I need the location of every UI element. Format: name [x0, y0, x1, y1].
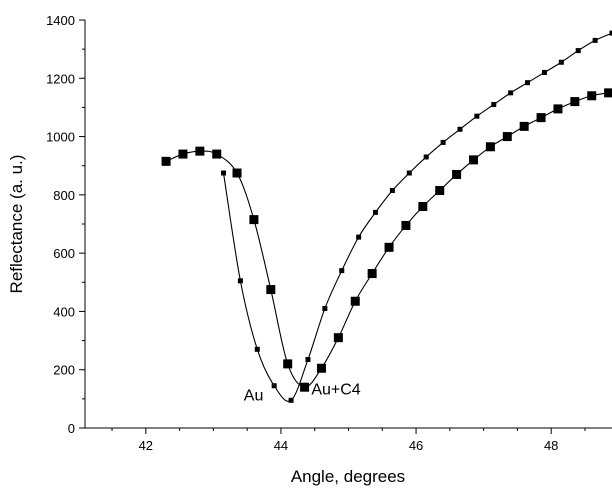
data-point	[558, 59, 564, 65]
data-point	[339, 268, 345, 274]
data-point	[570, 97, 580, 107]
data-point	[178, 149, 188, 159]
data-point	[485, 142, 495, 152]
y-tick-label: 1200	[46, 71, 75, 86]
data-point	[333, 333, 343, 343]
y-tick-label: 600	[53, 246, 75, 261]
data-point	[423, 154, 429, 160]
y-tick-label: 1400	[46, 13, 75, 28]
data-point	[525, 80, 531, 86]
data-point	[283, 359, 293, 369]
data-point	[406, 170, 412, 176]
data-point	[266, 285, 276, 295]
data-point	[508, 90, 514, 96]
data-point	[401, 220, 411, 230]
x-axis-title: Angle, degrees	[291, 467, 405, 486]
data-point	[457, 126, 463, 132]
data-point	[322, 306, 328, 312]
y-tick-label: 400	[53, 304, 75, 319]
data-point	[575, 48, 581, 54]
data-point	[553, 104, 563, 114]
data-point	[271, 383, 277, 389]
data-point	[435, 185, 445, 195]
data-point	[384, 242, 394, 252]
y-axis-title: Reflectance (a. u.)	[7, 155, 26, 294]
data-point	[519, 121, 529, 131]
data-point	[305, 357, 311, 363]
data-point	[195, 146, 205, 156]
annotation-label: Au+C4	[311, 381, 360, 398]
y-tick-label: 1000	[46, 130, 75, 145]
data-point	[161, 156, 171, 166]
data-point	[232, 168, 242, 178]
data-point	[604, 88, 612, 98]
data-point	[367, 269, 377, 279]
data-point	[350, 296, 360, 306]
data-point	[237, 278, 243, 284]
data-point	[587, 91, 597, 101]
y-tick-label: 200	[53, 363, 75, 378]
data-point	[300, 382, 310, 392]
data-point	[249, 215, 259, 225]
x-axis-ticks: 42 44 46 48	[111, 428, 586, 453]
plot-area: 0 200 400 600 800 1000 1200 1400 42 44 46 48 Au Au+…	[46, 13, 612, 453]
data-point	[541, 69, 547, 75]
x-tick-label: 44	[274, 438, 288, 453]
data-point	[212, 149, 222, 159]
data-point	[373, 209, 379, 215]
data-point	[452, 169, 462, 179]
data-point	[474, 113, 480, 119]
series-line	[222, 32, 612, 402]
annotation-layer: Au Au+C4	[244, 381, 361, 404]
data-point	[389, 187, 395, 193]
x-tick-label: 46	[409, 438, 423, 453]
data-point	[221, 170, 227, 176]
data-point	[502, 132, 512, 142]
y-tick-label: 800	[53, 188, 75, 203]
data-point	[536, 113, 546, 123]
data-point	[468, 155, 478, 165]
y-axis-ticks: 0 200 400 600 800 1000 1200 1400	[46, 13, 85, 436]
data-point	[440, 139, 446, 145]
data-point	[491, 102, 497, 108]
y-tick-label: 0	[68, 421, 75, 436]
x-tick-label: 42	[139, 438, 153, 453]
data-point	[418, 202, 428, 212]
data-point	[316, 363, 326, 373]
data-point	[254, 346, 260, 352]
data-point	[288, 397, 294, 403]
data-point	[609, 30, 612, 36]
series-1	[221, 30, 612, 403]
data-point	[592, 37, 598, 43]
series-2	[161, 88, 612, 392]
data-point	[356, 234, 362, 240]
series-line	[165, 92, 609, 388]
x-tick-label: 48	[544, 438, 558, 453]
series-layer	[161, 30, 612, 403]
annotation-label: Au	[244, 387, 264, 404]
